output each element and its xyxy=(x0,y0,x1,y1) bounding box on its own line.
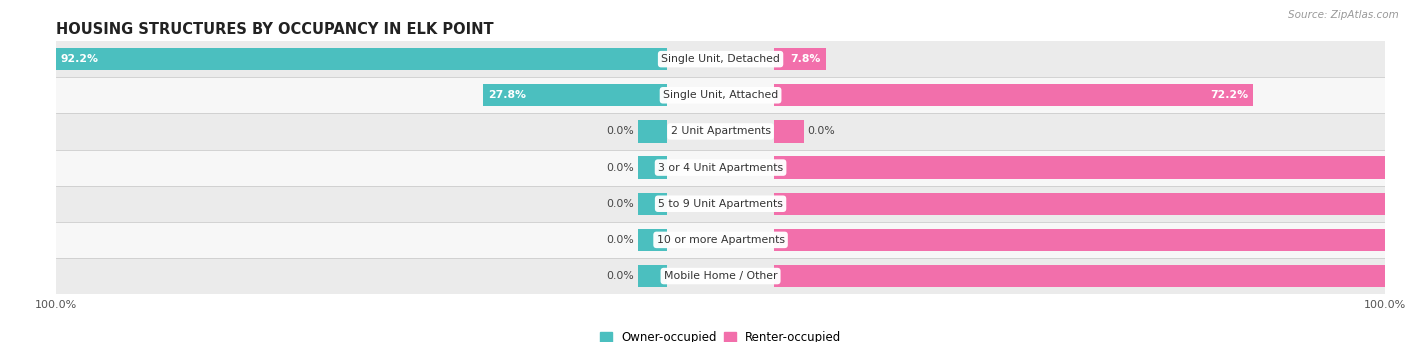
Bar xyxy=(56,222,1385,258)
Bar xyxy=(55,48,668,70)
Bar xyxy=(773,156,1406,179)
Text: 5 to 9 Unit Apartments: 5 to 9 Unit Apartments xyxy=(658,199,783,209)
Text: Source: ZipAtlas.com: Source: ZipAtlas.com xyxy=(1288,10,1399,20)
Text: 72.2%: 72.2% xyxy=(1211,90,1249,100)
Bar xyxy=(773,193,1406,215)
Bar xyxy=(637,193,668,215)
Text: 92.2%: 92.2% xyxy=(60,54,98,64)
Text: Single Unit, Detached: Single Unit, Detached xyxy=(661,54,780,64)
Bar xyxy=(773,84,1253,106)
Bar xyxy=(56,41,1385,77)
Text: 3 or 4 Unit Apartments: 3 or 4 Unit Apartments xyxy=(658,162,783,173)
Bar xyxy=(56,186,1385,222)
Text: 100.0%: 100.0% xyxy=(1388,162,1406,173)
Bar xyxy=(56,149,1385,186)
Text: Single Unit, Attached: Single Unit, Attached xyxy=(664,90,778,100)
Text: Mobile Home / Other: Mobile Home / Other xyxy=(664,271,778,281)
Text: 100.0%: 100.0% xyxy=(1388,235,1406,245)
Text: 7.8%: 7.8% xyxy=(790,54,820,64)
Bar xyxy=(637,120,668,143)
Text: 2 Unit Apartments: 2 Unit Apartments xyxy=(671,127,770,136)
Text: 0.0%: 0.0% xyxy=(606,199,634,209)
Text: 0.0%: 0.0% xyxy=(606,235,634,245)
Bar xyxy=(773,265,1406,287)
Bar xyxy=(637,265,668,287)
Bar xyxy=(773,120,804,143)
Bar xyxy=(773,229,1406,251)
Text: 100.0%: 100.0% xyxy=(1388,199,1406,209)
Bar xyxy=(637,156,668,179)
Text: 27.8%: 27.8% xyxy=(488,90,526,100)
Bar xyxy=(773,48,825,70)
Bar xyxy=(56,77,1385,113)
Text: 0.0%: 0.0% xyxy=(606,271,634,281)
Text: 0.0%: 0.0% xyxy=(807,127,835,136)
Bar xyxy=(482,84,668,106)
Text: 0.0%: 0.0% xyxy=(606,127,634,136)
Text: 100.0%: 100.0% xyxy=(1388,271,1406,281)
Text: 10 or more Apartments: 10 or more Apartments xyxy=(657,235,785,245)
Bar xyxy=(56,258,1385,294)
Legend: Owner-occupied, Renter-occupied: Owner-occupied, Renter-occupied xyxy=(600,331,841,342)
Bar xyxy=(56,113,1385,149)
Text: HOUSING STRUCTURES BY OCCUPANCY IN ELK POINT: HOUSING STRUCTURES BY OCCUPANCY IN ELK P… xyxy=(56,22,494,37)
Bar xyxy=(637,229,668,251)
Text: 0.0%: 0.0% xyxy=(606,162,634,173)
